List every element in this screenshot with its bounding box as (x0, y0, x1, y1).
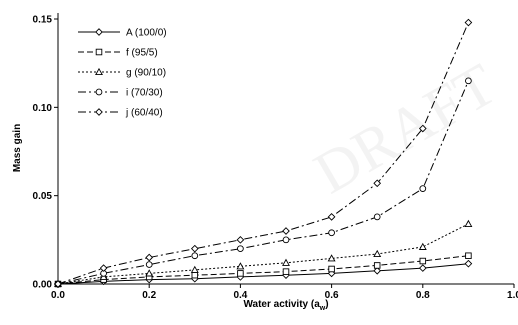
square-marker (237, 270, 244, 277)
y-axis-title: Mass gain (12, 124, 23, 172)
triangle-marker (327, 254, 336, 262)
square-marker (191, 271, 199, 279)
circle-marker (328, 229, 335, 237)
legend-item: i (70/30) (78, 88, 163, 99)
legend-item: g (90/10) (78, 68, 166, 79)
series-0 (54, 259, 473, 288)
square-marker (282, 268, 290, 275)
square-marker (373, 262, 381, 269)
triangle-marker (464, 219, 473, 227)
diamond-marker (418, 124, 427, 133)
diamond-marker (418, 264, 427, 272)
square-marker (95, 48, 103, 56)
x-tick-label: 0.0 (51, 290, 65, 301)
triangle-marker (373, 249, 382, 258)
series-layer (54, 18, 473, 288)
triangle-marker (282, 258, 290, 266)
circle-marker (237, 245, 244, 253)
diamond-marker (95, 108, 103, 116)
x-axis-title-end: ) (325, 299, 328, 310)
series-3 (54, 77, 472, 288)
diamond-marker (145, 253, 154, 262)
series-line (57, 223, 469, 285)
circle-marker (191, 252, 199, 260)
legend-label: j (60/40) (125, 108, 163, 119)
series-line (57, 80, 469, 285)
y-tick-label: 0.15 (33, 15, 53, 26)
y-tick-label: 0.05 (33, 191, 53, 202)
x-tick-label: 0.2 (142, 290, 156, 301)
triangle-marker (190, 265, 199, 273)
x-tick-label: 1.0 (507, 290, 518, 301)
y-tick-label: 0.00 (33, 280, 53, 291)
legend-item: j (60/40) (78, 108, 163, 119)
triangle-marker (95, 67, 103, 76)
triangle-marker (145, 269, 154, 277)
series-1 (54, 252, 472, 288)
diamond-marker (373, 179, 382, 188)
triangle-marker (418, 242, 427, 250)
legend-item: A (100/0) (78, 28, 167, 39)
circle-marker (465, 77, 472, 85)
square-marker (419, 257, 427, 265)
diamond-marker (190, 244, 199, 253)
y-ticks: 0.00 0.05 0.10 0.15 (33, 15, 58, 291)
watermark: DRAFT (304, 51, 507, 207)
x-axis-title: Water activity (aw) (243, 299, 328, 312)
x-axis-title-subscript: w (319, 305, 326, 312)
diamond-marker (54, 280, 62, 288)
x-tick-label: 0.8 (416, 290, 430, 301)
legend-item: f (95/5) (78, 48, 158, 59)
legend: A (100/0) f (95/5) g (90/10) i (70/30) j (60… (78, 28, 167, 119)
diamond-marker (464, 18, 473, 27)
legend-label: g (90/10) (126, 68, 166, 79)
legend-label: A (100/0) (126, 28, 167, 39)
triangle-marker (236, 262, 245, 270)
circle-marker (95, 88, 103, 96)
series-2 (54, 219, 473, 288)
diamond-marker (95, 28, 103, 36)
y-tick-label: 0.10 (33, 103, 53, 114)
x-tick-label: 0.6 (325, 290, 339, 301)
series-line (57, 263, 469, 285)
plot-area (57, 13, 514, 285)
circle-marker (419, 185, 427, 192)
series-line (57, 22, 469, 285)
x-tick-label: 0.4 (233, 290, 247, 301)
diamond-marker (236, 235, 245, 244)
legend-label: f (95/5) (126, 48, 158, 59)
circle-marker (373, 213, 381, 221)
series-line (57, 255, 469, 285)
diamond-marker (373, 266, 382, 275)
circle-marker (282, 236, 290, 244)
square-marker (328, 265, 335, 273)
svg-text:DRAFT: DRAFT (304, 51, 507, 207)
diamond-marker (464, 259, 473, 268)
diamond-marker (282, 227, 290, 235)
series-4 (54, 18, 473, 288)
circle-marker (145, 261, 153, 268)
square-marker (465, 252, 472, 259)
legend-label: i (70/30) (126, 88, 163, 99)
x-axis-title-main: Water activity (a (243, 299, 320, 310)
diamond-marker (327, 213, 336, 221)
diamond-marker (99, 264, 108, 272)
